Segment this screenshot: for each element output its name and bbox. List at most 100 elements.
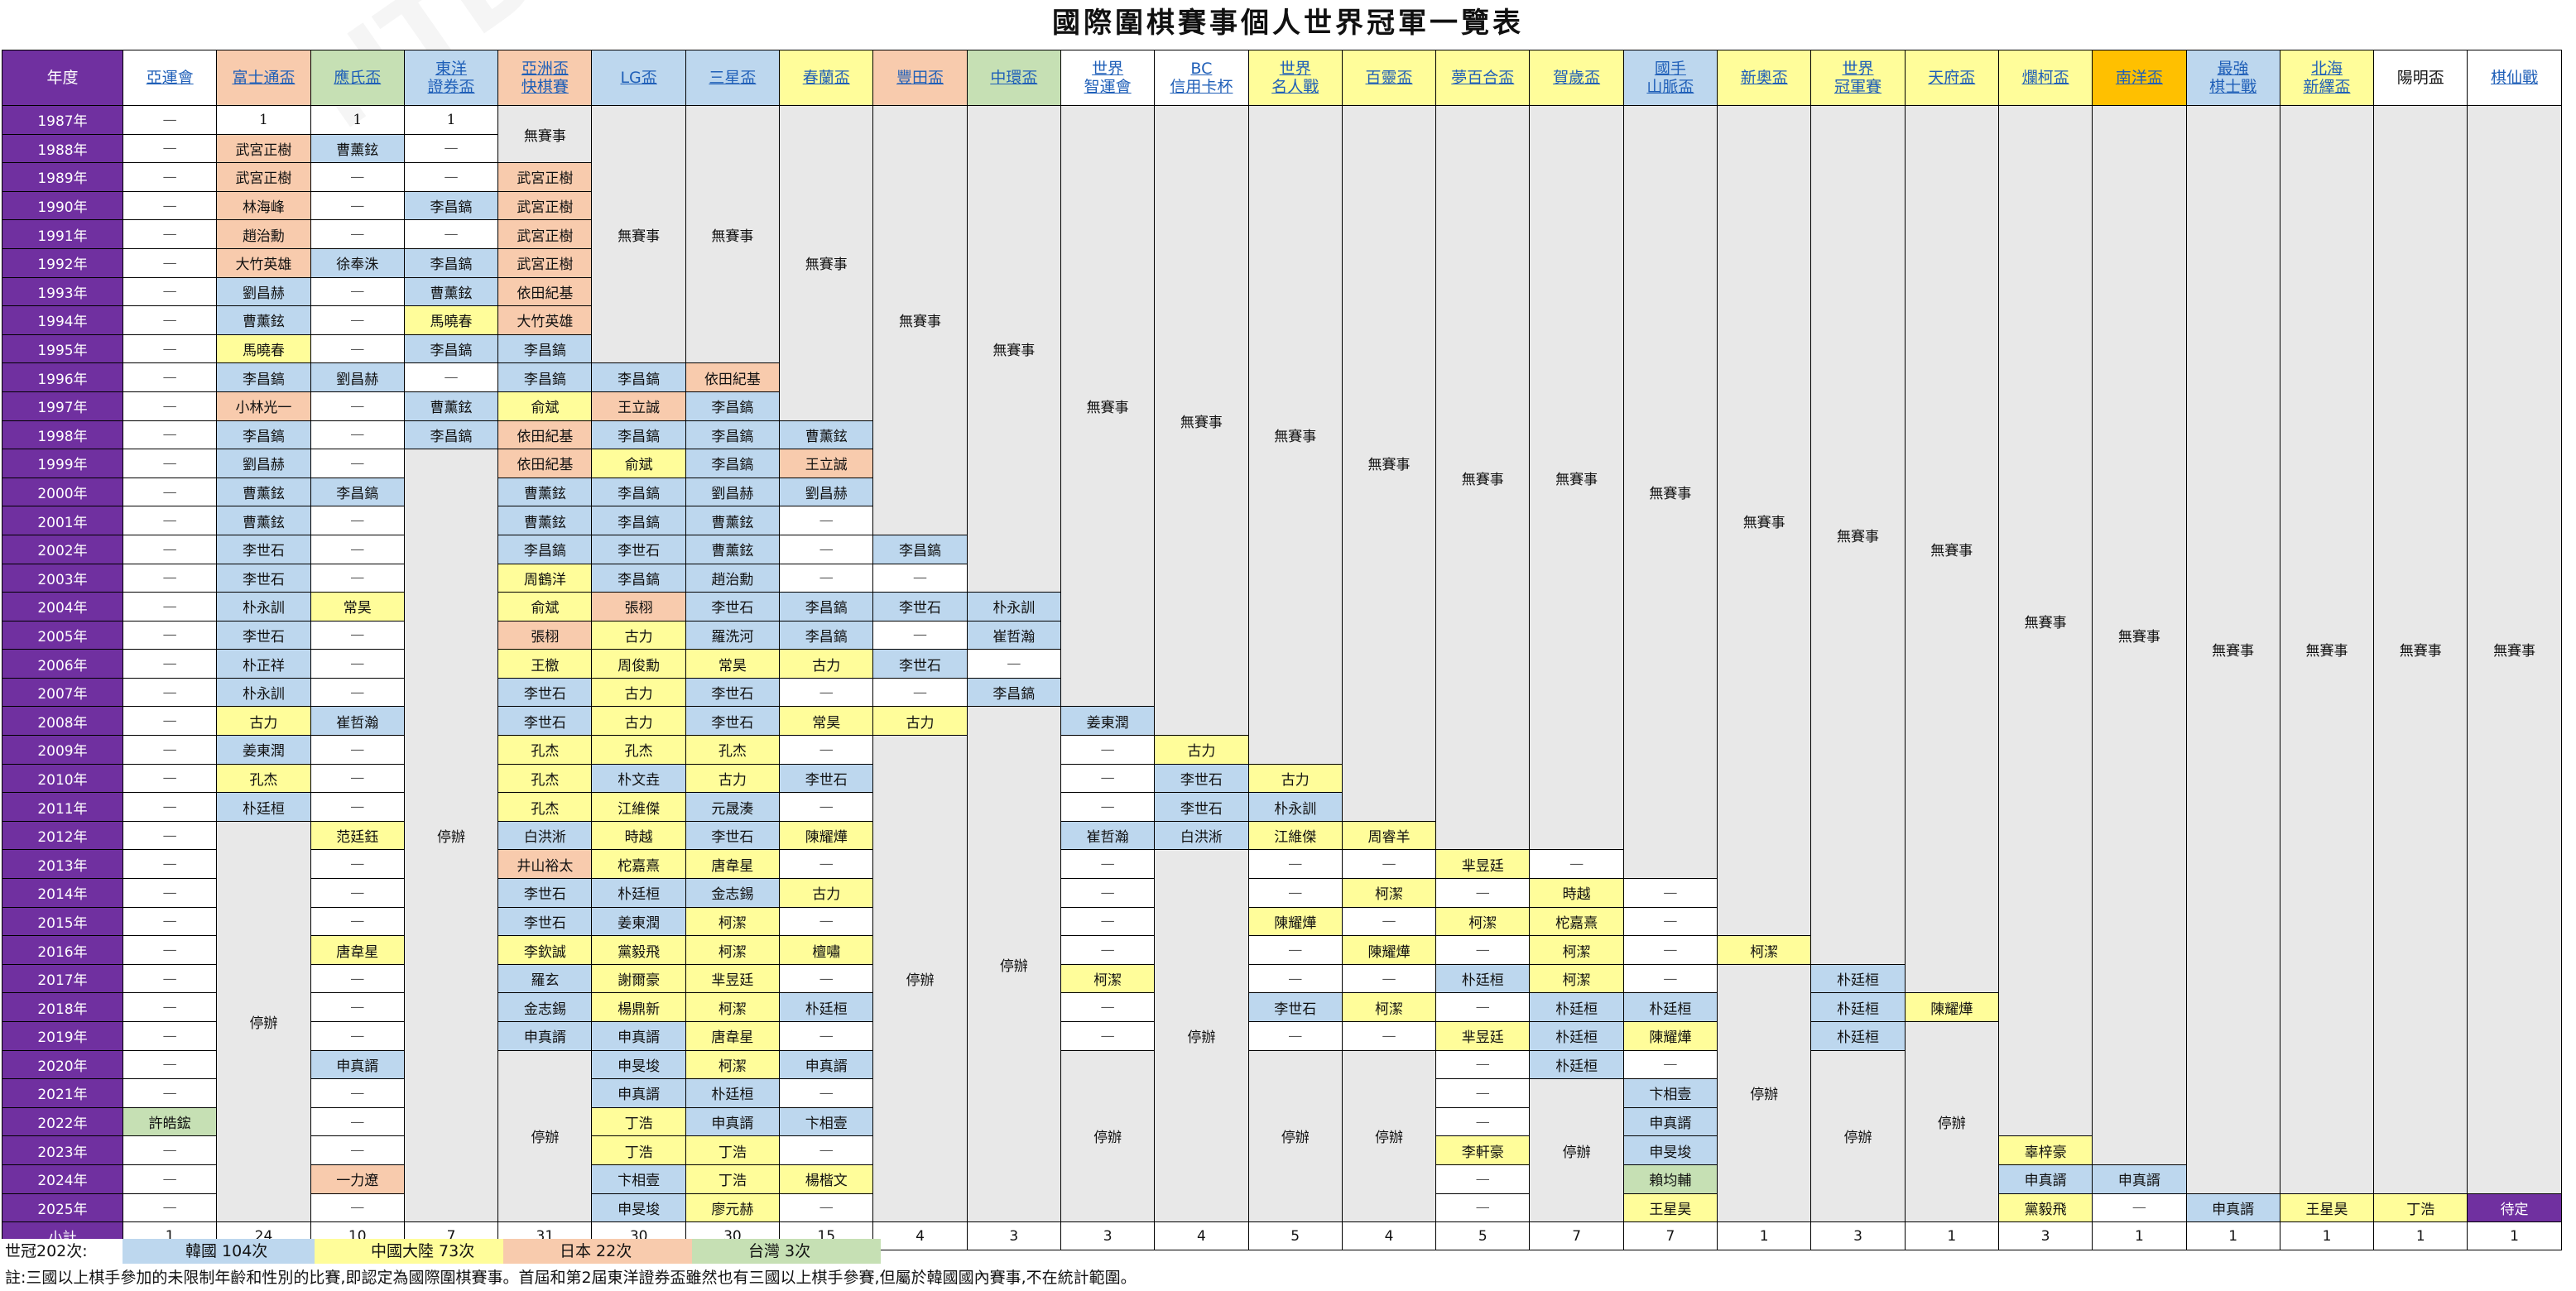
- table-row: 2012年 — 停辦 范廷鈺 白洪淅 時越 李世石 陳耀燁 崔哲瀚 白洪淅 江維傑 周睿羊: [2, 820, 2562, 1223]
- header-tournament[interactable]: 世界 名人戰: [1247, 50, 1343, 106]
- champion-cell: 曹薰鉉: [497, 506, 593, 535]
- champion-cell: —: [1060, 906, 1156, 937]
- no-event-cell: 無賽事: [497, 104, 593, 164]
- champion-cell: —: [1341, 1021, 1437, 1051]
- champion-cell: 依田紀基: [685, 362, 781, 392]
- subtotal-value: 1: [2279, 1221, 2375, 1251]
- subtotal-value: 4: [1341, 1221, 1437, 1251]
- table-row: 1992年 — 大竹英雄 徐奉洙 李昌鎬 武宮正樹: [2, 247, 2562, 278]
- champion-cell: 陳耀燁: [779, 820, 874, 851]
- header-tournament[interactable]: 賀歲盃: [1529, 50, 1624, 106]
- header-tournament[interactable]: 最強 棋士戰: [2185, 50, 2280, 106]
- champion-cell: 李世石: [1247, 992, 1343, 1022]
- subtotal-value: 4: [1154, 1221, 1249, 1251]
- champion-cell: 朴廷桓: [1810, 1021, 1906, 1051]
- champion-cell: 曹薰鉉: [310, 133, 405, 164]
- header-tournament[interactable]: 亞運會: [122, 50, 218, 106]
- subtotal-value: 3: [1810, 1221, 1906, 1251]
- year-cell: 2025年: [2, 1193, 123, 1223]
- champion-cell: —: [122, 449, 218, 478]
- header-tournament[interactable]: 南洋盃: [2092, 50, 2187, 106]
- header-tournament[interactable]: 富士通盃: [216, 50, 311, 106]
- champion-cell: 丁浩: [685, 1164, 781, 1194]
- table-row: 2004年 — 朴永訓 常昊 俞斌 張栩 李世石 李昌鎬 李世石 朴永訓: [2, 592, 2562, 622]
- champion-cell: 王星昊: [1622, 1193, 1718, 1223]
- champion-cell: —: [122, 391, 218, 421]
- champion-cell: —: [310, 190, 405, 221]
- champion-cell: 古力: [872, 706, 968, 737]
- header-tournament[interactable]: 新奧盃: [1717, 50, 1812, 106]
- subtotal-value: 1: [2092, 1221, 2187, 1251]
- header-tournament[interactable]: 陽明盃: [2373, 50, 2468, 106]
- no-event-cell: 無賽事: [1810, 105, 1906, 965]
- champion-cell: —: [310, 1078, 405, 1108]
- champion-cell: 申真諝: [779, 1049, 874, 1080]
- champion-cell: —: [122, 992, 218, 1022]
- header-tournament[interactable]: 中環盃: [966, 50, 1061, 106]
- header-tournament[interactable]: 天府盃: [1904, 50, 1999, 106]
- champion-cell: —: [122, 190, 218, 221]
- champion-cell: 朴廷桓: [591, 878, 686, 908]
- champion-cell: 孔杰: [497, 792, 593, 822]
- champion-cell: —: [310, 1135, 405, 1165]
- header-tournament[interactable]: 北海 新繹盃: [2279, 50, 2375, 106]
- champion-cell: 申真諝: [2092, 1164, 2187, 1194]
- year-cell: 1990年: [2, 190, 123, 221]
- champion-cell: —: [2092, 1193, 2187, 1223]
- header-tournament[interactable]: 三星盃: [685, 50, 781, 106]
- champion-cell: 姜東潤: [591, 906, 686, 937]
- champion-cell: 古力: [1247, 763, 1343, 794]
- header-tournament[interactable]: 爛柯盃: [1997, 50, 2093, 106]
- champion-cell: 王立誠: [779, 449, 874, 478]
- table-row: 2018年 — — 金志錫 楊鼎新 柯潔 朴廷桓 — 李世石 柯潔 — 朴廷桓 朴廷桓 朴廷桓 陳耀燁: [2, 992, 2562, 1022]
- header-tournament[interactable]: 棋仙戰: [2467, 50, 2562, 106]
- champion-cell: 朴廷桓: [1435, 963, 1531, 994]
- year-cell: 1991年: [2, 219, 123, 249]
- table-row: 2009年 — 姜東潤 — 孔杰 孔杰 孔杰 — 停辦 — 古力: [2, 735, 2562, 1223]
- header-tournament[interactable]: 東洋 證券盃: [403, 50, 499, 106]
- no-event-cell: 無賽事: [591, 104, 686, 364]
- champion-cell: 朴永訓: [216, 677, 311, 708]
- header-tournament[interactable]: BC 信用卡杯: [1154, 50, 1249, 106]
- header-tournament[interactable]: 世界 冠軍賽: [1810, 50, 1906, 106]
- champion-cell: —: [1435, 878, 1531, 908]
- year-cell: 2005年: [2, 620, 123, 650]
- champion-cell: 李昌鎬: [497, 362, 593, 392]
- champion-cell: 謝爾豪: [591, 963, 686, 994]
- champion-cell: 趙治勳: [216, 219, 311, 249]
- header-tournament[interactable]: 夢百合盃: [1435, 50, 1531, 106]
- header-tournament[interactable]: 應氏盃: [310, 50, 405, 106]
- champion-cell: —: [1060, 878, 1156, 908]
- champion-cell: 丁浩: [591, 1135, 686, 1165]
- table-row: 1995年 — 馬曉春 — 李昌鎬 李昌鎬: [2, 334, 2562, 364]
- champion-cell: 李世石: [497, 878, 593, 908]
- subtotal-value: 1: [2373, 1221, 2468, 1251]
- no-event-cell: 停辦: [872, 735, 968, 1223]
- no-event-cell: 無賽事: [1529, 104, 1624, 851]
- header-tournament[interactable]: LG盃: [591, 50, 686, 106]
- champion-cell: 李世石: [1154, 763, 1249, 794]
- champion-cell: 俞斌: [497, 592, 593, 622]
- champion-cell: —: [122, 1193, 218, 1223]
- champion-cell: 唐韋星: [310, 935, 405, 965]
- champion-cell: 古力: [591, 706, 686, 737]
- champion-cell: 趙治勳: [685, 563, 781, 593]
- header-tournament[interactable]: 春蘭盃: [779, 50, 874, 106]
- champion-cell: 姜東潤: [216, 735, 311, 765]
- champion-cell: —: [779, 1193, 874, 1223]
- champion-cell: —: [310, 792, 405, 822]
- no-event-cell: 停辦: [1247, 1049, 1343, 1223]
- page-title: 國際圍棋賽事個人世界冠軍一覽表: [1052, 7, 1524, 40]
- header-tournament[interactable]: 世界 智運會: [1060, 50, 1156, 106]
- header-tournament[interactable]: 百靈盃: [1341, 50, 1437, 106]
- champion-cell: 古力: [779, 878, 874, 908]
- no-event-cell: 停辦: [497, 1049, 593, 1223]
- champion-cell: 孔杰: [497, 735, 593, 765]
- champion-cell: 李昌鎬: [497, 334, 593, 364]
- header-tournament[interactable]: 豐田盃: [872, 50, 968, 106]
- header-tournament[interactable]: 亞洲盃 快棋賽: [497, 50, 593, 106]
- table-row: 2008年 — 古力 崔哲瀚 李世石 古力 李世石 常昊 古力 停辦 姜東潤: [2, 706, 2562, 1223]
- subtotal-value: 3: [1997, 1221, 2093, 1251]
- header-tournament[interactable]: 國手 山脈盃: [1622, 50, 1718, 106]
- year-cell: 1995年: [2, 334, 123, 364]
